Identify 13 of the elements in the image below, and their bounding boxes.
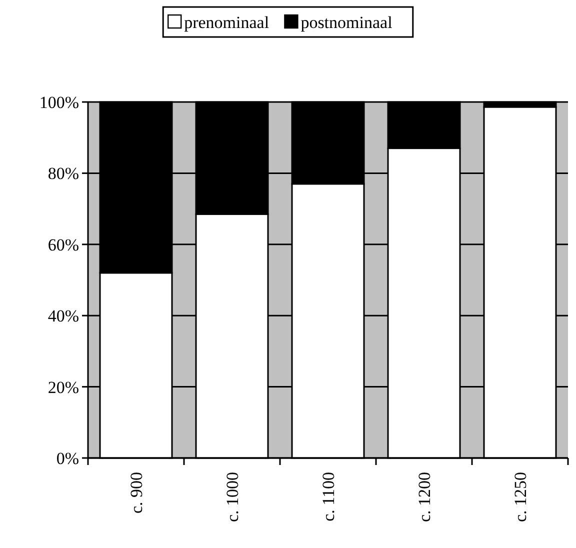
x-tick-label: c. 900 xyxy=(126,472,146,514)
x-tick-label: c. 1000 xyxy=(222,472,242,522)
y-tick-label: 20% xyxy=(48,378,79,397)
y-tick-label: 0% xyxy=(56,448,79,468)
x-tick-label: c. 1100 xyxy=(318,472,338,522)
y-tick-label: 100% xyxy=(39,92,79,112)
x-tick-label: c. 1250 xyxy=(510,472,530,522)
y-tick-label: 80% xyxy=(48,164,79,184)
y-tick-label: 40% xyxy=(48,306,79,326)
legend-label: postnominaal xyxy=(300,12,393,32)
x-tick-label: c. 1200 xyxy=(414,472,434,522)
legend-label: prenominaal xyxy=(184,12,270,32)
y-tick-label: 60% xyxy=(48,235,79,254)
